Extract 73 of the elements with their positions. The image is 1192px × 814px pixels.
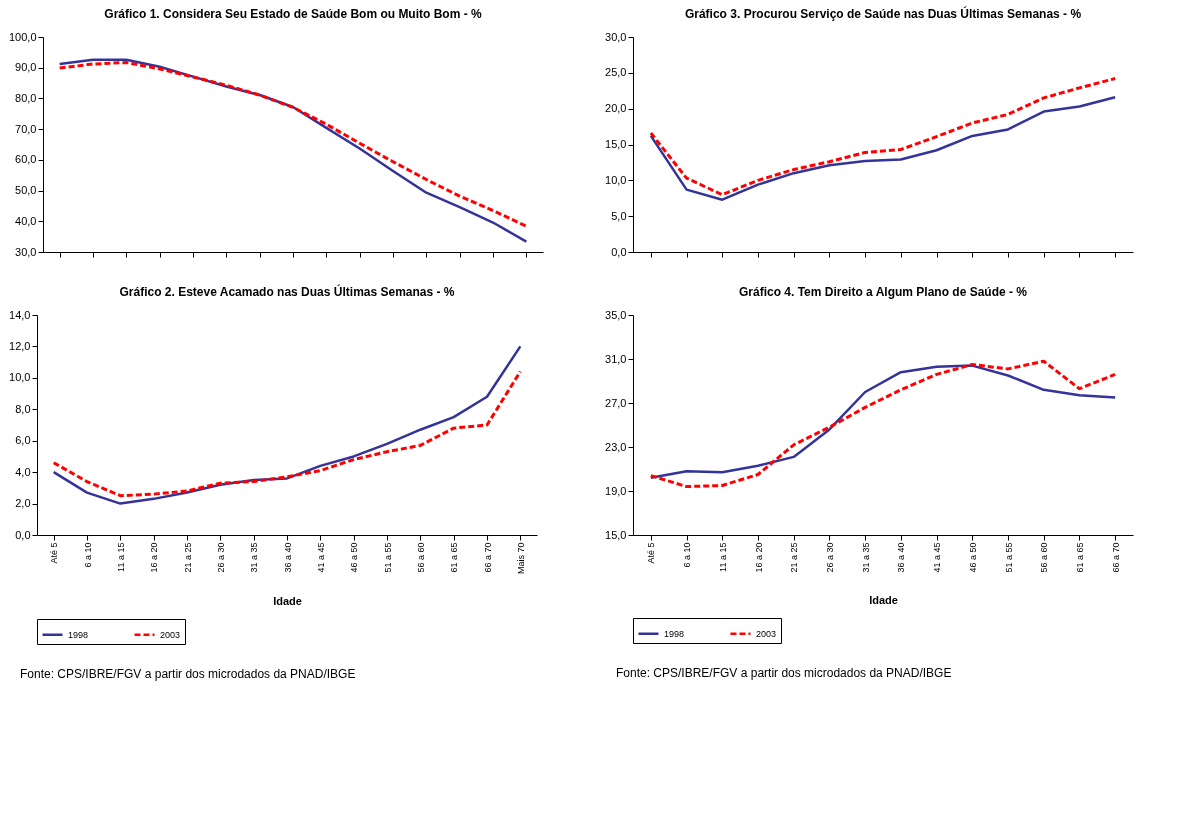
y-tick-label: 90,0 (15, 61, 37, 74)
y-tick-label: 70,0 (15, 122, 37, 135)
y-tick-label: 30,0 (605, 30, 627, 43)
x-tick-label: 51 a 55 (382, 542, 393, 573)
chart-title: Gráfico 3. Procurou Serviço de Saúde nas Duas Últimas Semanas - % (684, 6, 1082, 21)
y-tick-label: 2,0 (15, 497, 31, 510)
y-tick-label: 27,0 (605, 396, 627, 409)
x-tick-label: 46 a 50 (967, 542, 978, 573)
x-tick-label: 56 a 60 (415, 542, 426, 573)
source-note: Fonte: CPS/IBRE/FGV a partir dos microdados da PNAD/IBGE (20, 667, 357, 681)
y-tick-label: 31,0 (605, 352, 627, 365)
x-tick-label: 51 a 55 (1003, 542, 1014, 573)
y-tick-label: 10,0 (605, 173, 627, 186)
x-tick-label: 6 a 10 (682, 542, 693, 568)
legend-label: 1998 (68, 629, 89, 640)
x-tick-label: 46 a 50 (349, 542, 360, 573)
x-tick-label: 11 a 15 (717, 542, 728, 572)
y-tick-label: 50,0 (15, 184, 37, 197)
x-tick-label: 31 a 35 (860, 542, 871, 573)
x-tick-label: 16 a 20 (149, 542, 160, 573)
x-tick-label: 36 a 40 (896, 542, 907, 573)
y-tick-label: 15,0 (605, 528, 627, 541)
legend-label: 2003 (756, 628, 777, 639)
x-tick-label: Até 5 (646, 542, 657, 564)
y-tick-label: 30,0 (15, 245, 37, 258)
x-tick-label: 26 a 30 (215, 542, 226, 573)
x-axis-title: Idade (273, 595, 302, 608)
x-tick-label: 21 a 25 (182, 542, 193, 573)
legend-label: 1998 (664, 628, 685, 639)
x-tick-label: Até 5 (49, 542, 60, 564)
line-series (649, 95, 1117, 201)
y-tick-label: 100,0 (8, 30, 37, 43)
x-tick-label: 31 a 35 (249, 542, 260, 573)
y-tick-label: 10,0 (9, 371, 31, 384)
x-tick-label: 11 a 15 (115, 542, 126, 572)
source-note: Fonte: CPS/IBRE/FGV a partir dos microdados da PNAD/IBGE (616, 666, 953, 680)
y-tick-label: 60,0 (15, 153, 37, 166)
x-tick-label: 36 a 40 (282, 542, 293, 573)
y-tick-label: 4,0 (15, 465, 31, 478)
y-tick-label: 0,0 (15, 528, 31, 541)
x-tick-label: 61 a 65 (1074, 542, 1085, 573)
line-series (649, 77, 1117, 197)
x-tick-label: Mais 70 (515, 542, 526, 575)
chart-title: Gráfico 1. Considera Seu Estado de Saúde Bom ou Muito Bom - % (104, 7, 483, 21)
x-axis-title: Idade (869, 593, 898, 606)
y-tick-label: 8,0 (15, 402, 31, 415)
x-tick-label: 26 a 30 (824, 542, 835, 573)
y-tick-label: 5,0 (611, 209, 627, 222)
y-tick-label: 20,0 (605, 102, 627, 115)
y-tick-label: 25,0 (605, 66, 627, 79)
y-tick-label: 35,0 (605, 308, 627, 321)
x-tick-label: 66 a 70 (482, 542, 493, 573)
chart-title: Gráfico 4. Tem Direito a Algum Plano de Saúde - % (738, 285, 1028, 299)
x-tick-label: 16 a 20 (753, 542, 764, 573)
y-tick-label: 19,0 (605, 484, 627, 497)
chart-title: Gráfico 2. Esteve Acamado nas Duas Últimas Semanas - % (119, 284, 455, 299)
y-tick-label: 14,0 (9, 308, 31, 321)
y-tick-label: 80,0 (15, 91, 37, 104)
y-tick-label: 0,0 (611, 245, 627, 258)
y-tick-label: 6,0 (15, 434, 31, 447)
x-tick-label: 6 a 10 (82, 542, 93, 568)
y-tick-label: 15,0 (605, 138, 627, 150)
x-tick-label: 66 a 70 (1110, 542, 1121, 573)
x-tick-label: 41 a 45 (315, 542, 326, 573)
y-tick-label: 12,0 (9, 339, 31, 352)
x-tick-label: 56 a 60 (1039, 542, 1050, 573)
x-tick-label: 41 a 45 (932, 542, 943, 573)
legend-label: 2003 (160, 629, 181, 640)
line-series (52, 370, 522, 498)
x-tick-label: 21 a 25 (789, 542, 800, 573)
y-tick-label: 23,0 (605, 440, 627, 453)
x-tick-label: 61 a 65 (449, 542, 460, 573)
y-tick-label: 40,0 (15, 214, 37, 227)
